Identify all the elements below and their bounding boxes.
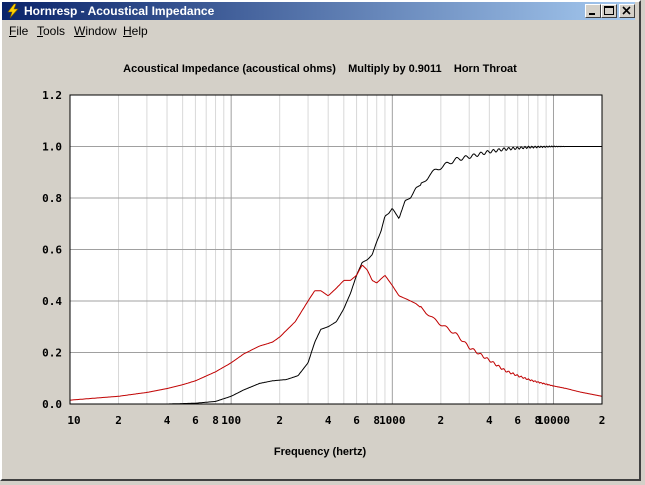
x-tick-label: 2 xyxy=(115,414,122,427)
plot-border xyxy=(69,94,603,405)
series-layer xyxy=(70,145,603,405)
window-title: Hornresp - Acoustical Impedance xyxy=(24,4,215,18)
y-tick-label: 1.2 xyxy=(42,89,62,102)
x-tick-label: 8 xyxy=(373,414,380,427)
x-tick-label: 8 xyxy=(535,414,542,427)
x-tick-label: 10 xyxy=(67,414,80,427)
x-tick-label: 1000 xyxy=(379,414,406,427)
minimize-button[interactable] xyxy=(585,4,601,18)
maximize-button[interactable] xyxy=(601,4,617,18)
title-bar[interactable]: Hornresp - Acoustical Impedance xyxy=(2,2,635,20)
menu-file[interactable]: File xyxy=(9,24,29,38)
y-tick-label: 0.6 xyxy=(42,244,62,257)
y-tick-label: 1.0 xyxy=(42,141,62,154)
x-tick-label: 2 xyxy=(276,414,283,427)
x-tick-label: 6 xyxy=(192,414,199,427)
minimize-icon xyxy=(589,13,595,15)
menu-tools[interactable]: Tools xyxy=(37,24,66,38)
y-tick-label: 0.0 xyxy=(42,398,62,411)
x-axis-label: Frequency (hertz) xyxy=(274,446,367,458)
x-tick-label: 4 xyxy=(486,414,493,427)
maximize-icon xyxy=(604,6,614,15)
menu-help[interactable]: Help xyxy=(123,24,148,38)
chart-title: Acoustical Impedance (acoustical ohms) M… xyxy=(123,63,517,75)
series-line-red xyxy=(70,264,603,401)
y-tick-label: 0.4 xyxy=(42,295,62,308)
close-icon xyxy=(622,6,631,15)
y-tick-label: 0.8 xyxy=(42,192,62,205)
x-tick-label: 6 xyxy=(353,414,360,427)
x-tick-label: 4 xyxy=(164,414,171,427)
x-tick-label: 100 xyxy=(221,414,241,427)
x-tick-label: 10000 xyxy=(537,414,570,427)
menu-window[interactable]: Window xyxy=(74,24,117,38)
x-tick-label: 6 xyxy=(514,414,521,427)
x-tick-label: 4 xyxy=(325,414,332,427)
y-tick-label: 0.2 xyxy=(42,347,62,360)
menu-bar: File Tools Window Help xyxy=(2,21,635,40)
close-button[interactable] xyxy=(619,4,635,18)
x-tick-label: 2 xyxy=(599,414,606,427)
lightning-bolt-icon xyxy=(7,3,19,19)
x-tick-label: 8 xyxy=(212,414,219,427)
series-line-black xyxy=(167,145,602,405)
x-tick-label: 2 xyxy=(438,414,445,427)
y-axis-tick-labels: 1.2 1.0 0.8 0.6 0.4 0.2 0.0 xyxy=(42,89,62,411)
